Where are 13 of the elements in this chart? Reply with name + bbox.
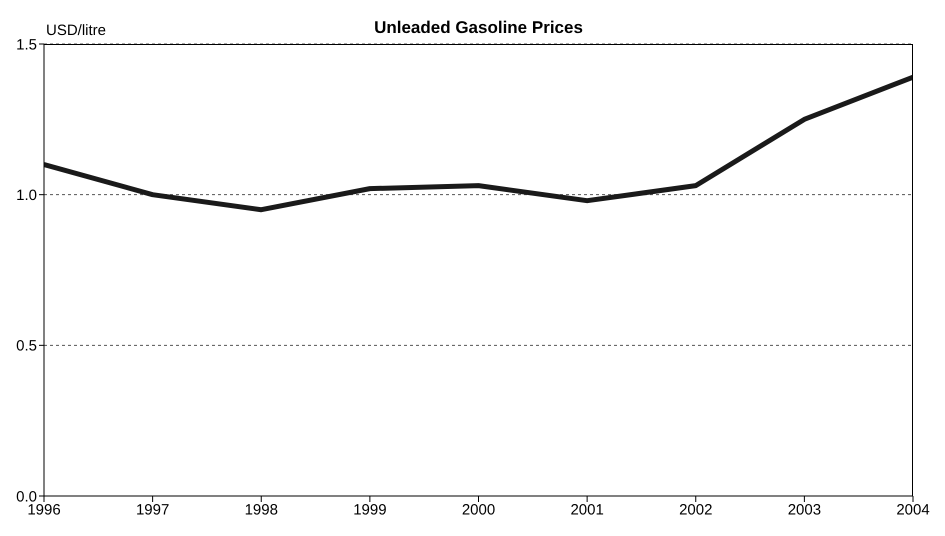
x-tick-label: 2002 [679, 502, 712, 519]
x-tick-label: 2004 [896, 502, 930, 519]
x-tick-label: 2000 [462, 502, 496, 519]
x-tick-label: 1998 [244, 502, 278, 519]
x-tick-label: 1997 [136, 502, 170, 519]
x-tick-label: 1999 [353, 502, 387, 519]
y-tick-label: 1.0 [16, 186, 37, 204]
x-tick-label: 2001 [570, 502, 604, 519]
y-axis-title: USD/litre [46, 22, 106, 39]
y-tick-label: 0.5 [16, 338, 37, 355]
x-tick-label: 2003 [788, 502, 822, 519]
y-tick-label: 1.5 [16, 36, 37, 54]
chart-title: Unleaded Gasoline Prices [374, 18, 583, 37]
